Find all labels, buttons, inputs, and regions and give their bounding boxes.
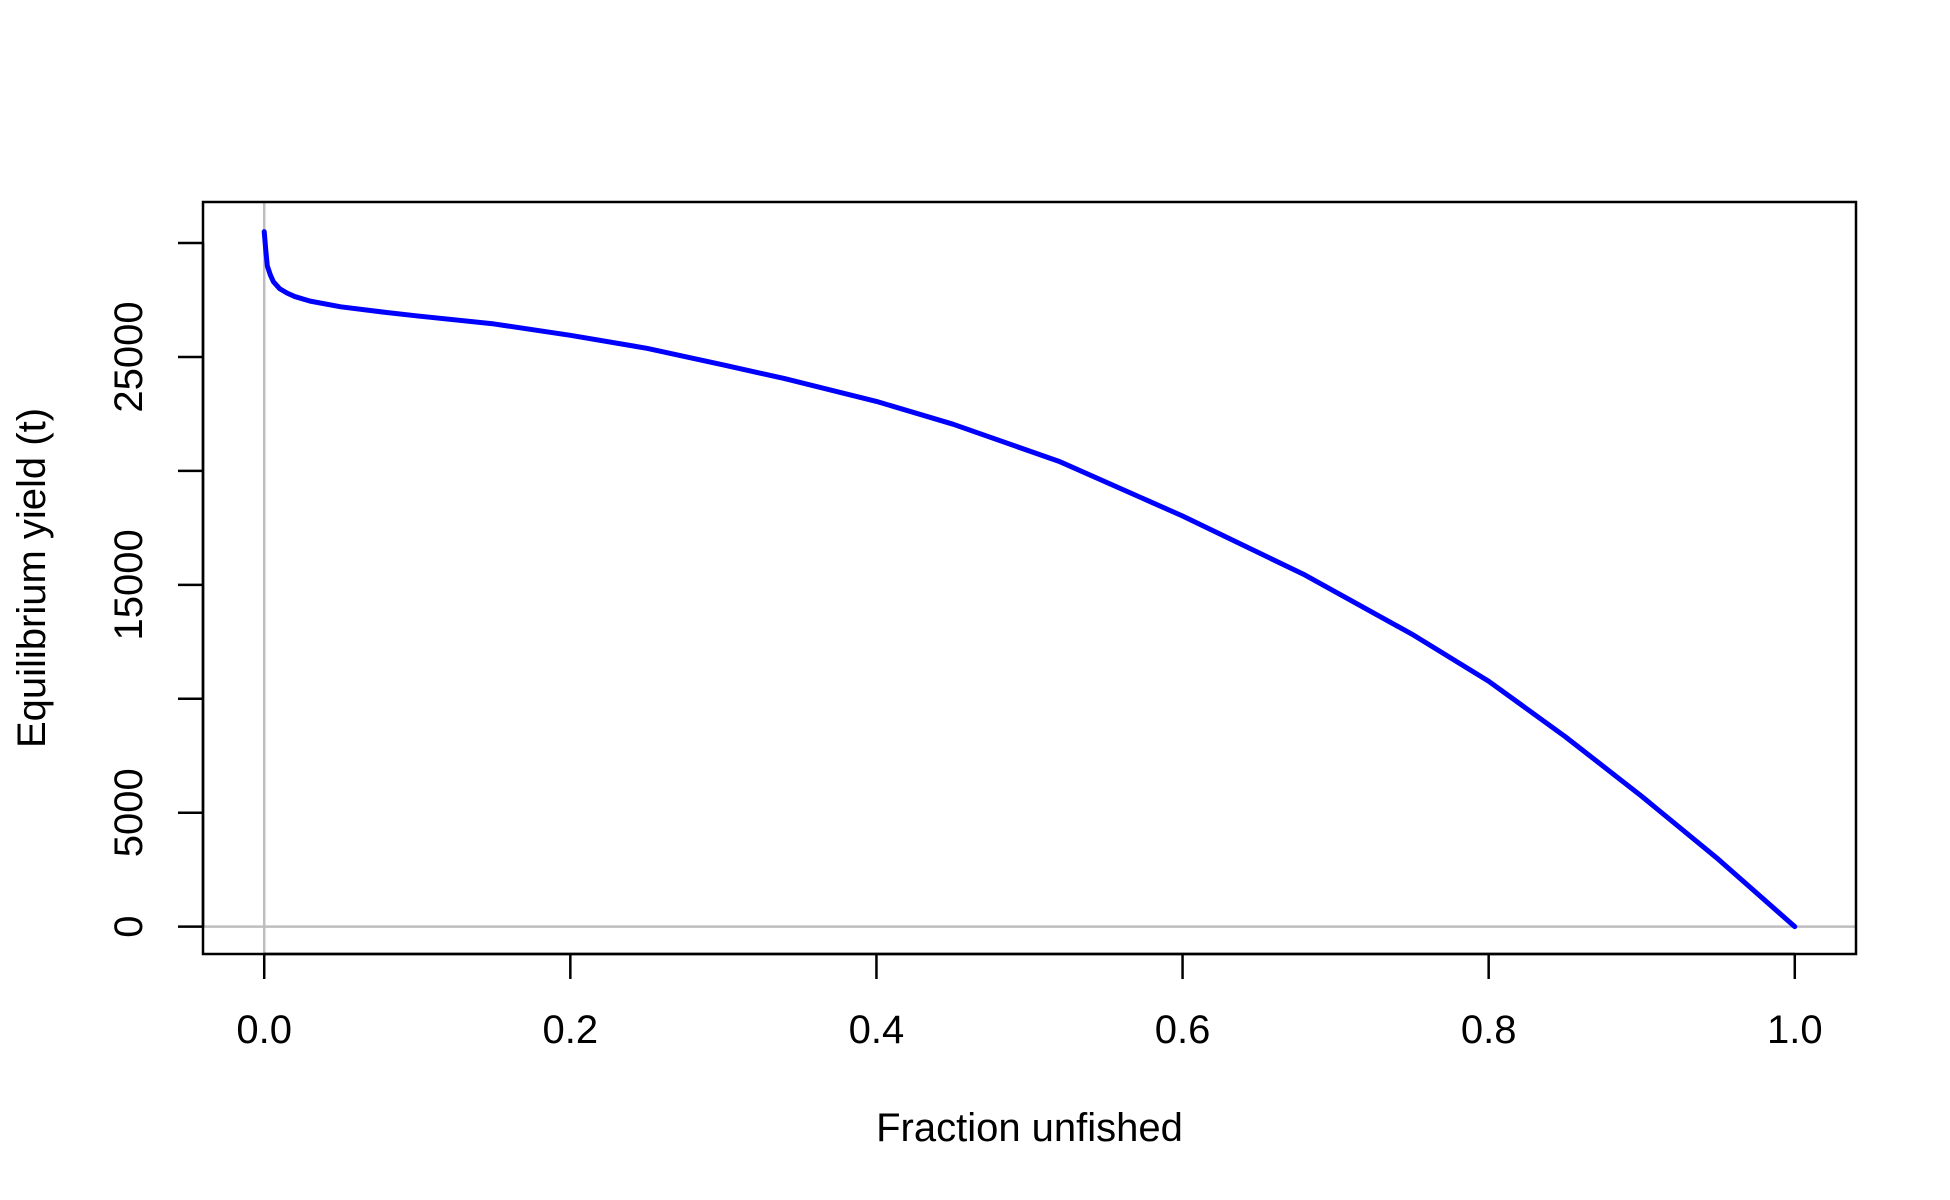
x-tick-label: 0.8 xyxy=(1461,1008,1517,1052)
x-axis: 0.0 0.2 0.4 0.6 0.8 1.0 xyxy=(236,952,1823,1052)
x-tick-label: 0.2 xyxy=(543,1008,599,1052)
y-tick-label: 5000 xyxy=(107,768,151,857)
y-axis: 0 5000 15000 25000 xyxy=(107,241,205,938)
y-tick-label: 25000 xyxy=(107,301,151,412)
x-tick-label: 1.0 xyxy=(1767,1008,1823,1052)
y-tick-label: 0 xyxy=(107,916,151,938)
reference-lines xyxy=(203,202,1856,954)
x-tick-label: 0.0 xyxy=(236,1008,292,1052)
series-layer xyxy=(261,229,1798,930)
x-tick-label: 0.6 xyxy=(1155,1008,1211,1052)
x-axis-title: Fraction unfished xyxy=(876,1106,1183,1150)
x-tick-label: 0.4 xyxy=(849,1008,905,1052)
y-axis-title: Equilibrium yield (t) xyxy=(10,408,54,748)
y-tick-label: 15000 xyxy=(107,529,151,640)
yield-curve-line-0 xyxy=(261,229,1798,930)
